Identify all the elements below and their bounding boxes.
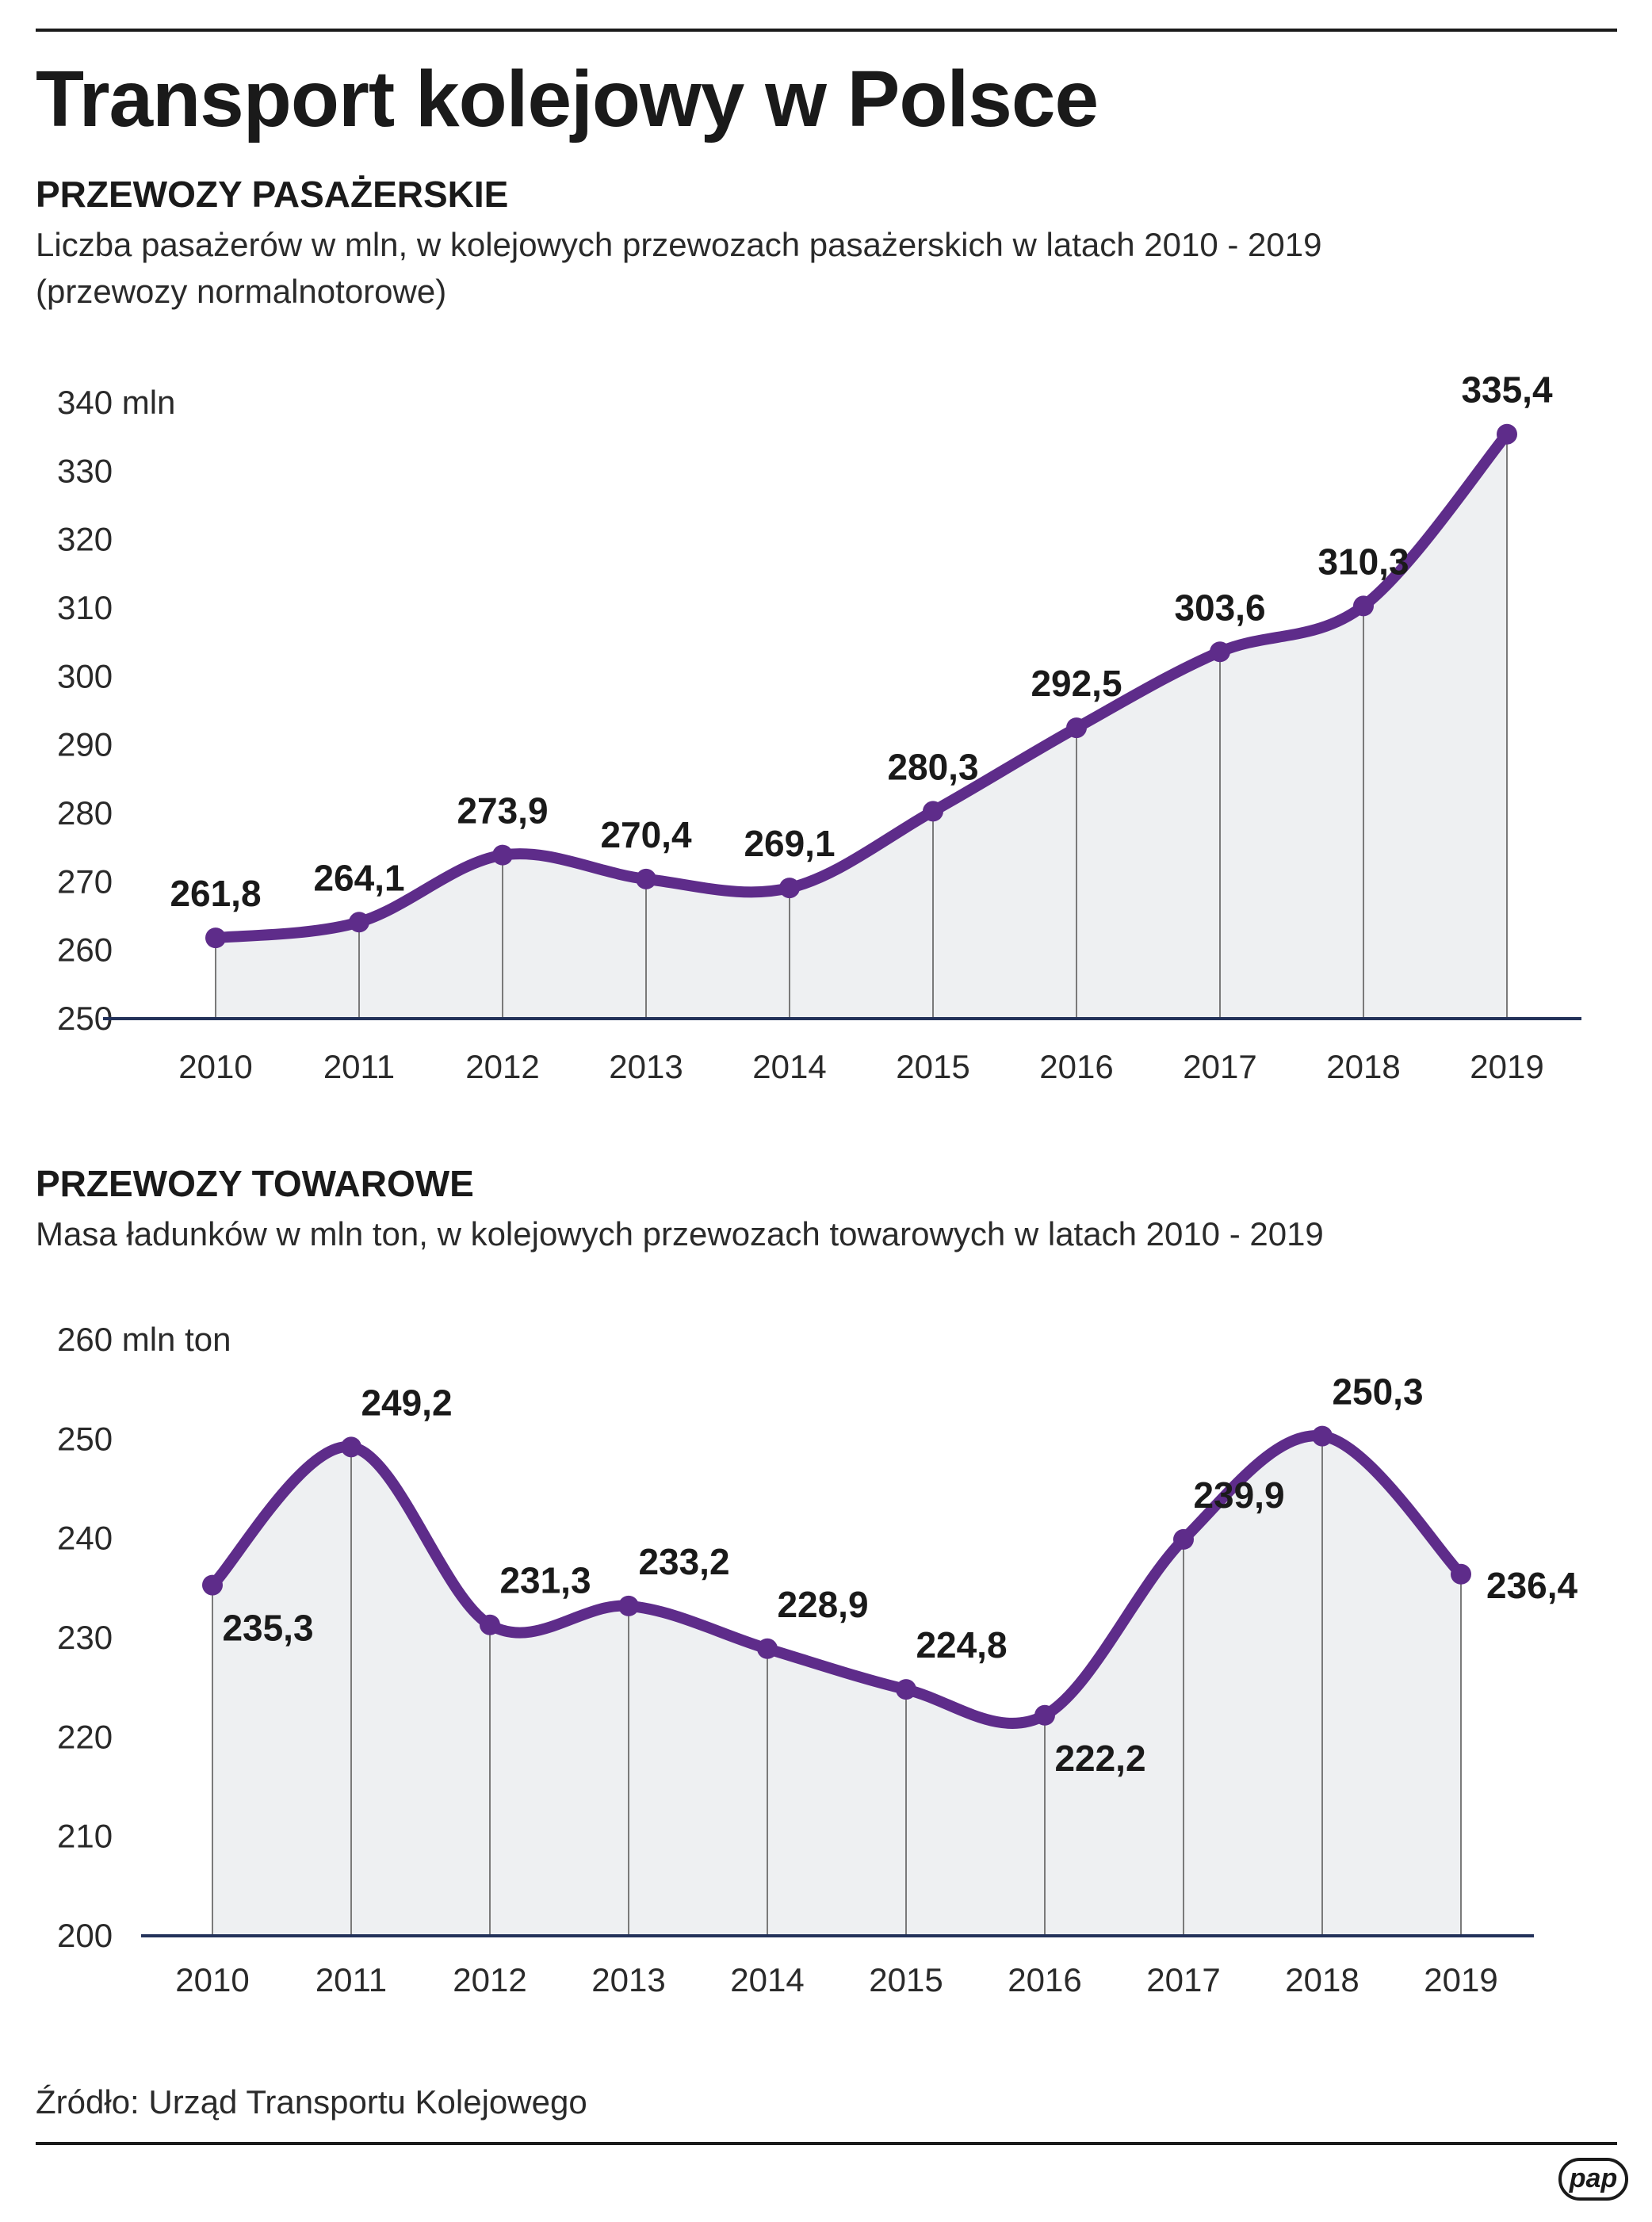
area-fill	[212, 1436, 1461, 1936]
x-tick-label: 2012	[465, 1048, 539, 1085]
data-point-2017	[1210, 641, 1230, 663]
x-tick-label: 2019	[1470, 1048, 1543, 1085]
x-tick-label: 2016	[1039, 1048, 1113, 1085]
data-label: 292,5	[1031, 663, 1122, 704]
freight-section-heading: PRZEWOZY TOWAROWE	[36, 1163, 474, 1204]
x-tick-label: 2019	[1424, 1961, 1497, 1998]
y-tick-label: 220	[57, 1718, 113, 1755]
series-line	[210, 428, 1512, 944]
page-title: Transport kolejowy w Polsce	[36, 55, 1099, 143]
y-tick-label: 260	[57, 931, 113, 969]
data-label: 269,1	[744, 823, 835, 864]
data-point-2010	[205, 927, 226, 949]
freight-line-chart: 200 210 220 230 240 250 260 mln ton 2010 2011 201…	[57, 1321, 1578, 1998]
x-tick-label: 2010	[178, 1048, 252, 1085]
x-tick-label: 2011	[323, 1048, 395, 1085]
x-tick-label: 2013	[609, 1048, 683, 1085]
area-fill	[216, 434, 1507, 1019]
data-point-2011	[341, 1436, 361, 1458]
data-label: 250,3	[1332, 1371, 1423, 1413]
bottom-rule	[36, 2142, 1617, 2145]
data-point-2018	[1353, 595, 1374, 617]
y-tick-label: 270	[57, 862, 113, 900]
x-tick-label: 2015	[896, 1048, 969, 1085]
data-point-2011	[349, 912, 369, 933]
x-tick-label: 2010	[175, 1961, 249, 1998]
data-label: 236,4	[1486, 1565, 1578, 1606]
y-tick-label: 280	[57, 794, 113, 832]
data-label: 224,8	[916, 1624, 1007, 1666]
data-label: 264,1	[313, 857, 404, 898]
freight-subtitle-line1: Masa ładunków w mln ton, w kolejowych pr…	[36, 1215, 1324, 1253]
x-tick-label: 2018	[1326, 1048, 1400, 1085]
y-tick-label: 300	[57, 657, 113, 694]
y-tick-label: 290	[57, 726, 113, 763]
data-point-2015	[923, 801, 943, 822]
source-note: Źródło: Urząd Transportu Kolejowego	[36, 2083, 587, 2121]
data-point-2017	[1173, 1528, 1194, 1550]
data-point-2019	[1451, 1563, 1471, 1585]
data-label: 233,2	[638, 1541, 729, 1582]
series-line	[207, 1430, 1467, 1729]
data-point-2012	[492, 844, 513, 866]
y-tick-label: 310	[57, 589, 113, 626]
data-point-2018	[1312, 1425, 1333, 1447]
pap-logo: pap	[1558, 2158, 1628, 2201]
data-label: 235,3	[222, 1608, 313, 1649]
x-tick-label: 2011	[315, 1961, 387, 1998]
y-tick-label: 200	[57, 1917, 113, 1954]
passenger-subtitle-line1: Liczba pasażerów w mln, w kolejowych prz…	[36, 226, 1322, 263]
passenger-section-heading: PRZEWOZY PASAŻERSKIE	[36, 174, 509, 215]
data-point-2015	[896, 1679, 916, 1700]
data-point-2014	[779, 878, 800, 899]
data-label: 335,4	[1461, 369, 1553, 411]
data-label: 261,8	[170, 873, 261, 914]
data-label: 270,4	[600, 814, 692, 855]
data-point-2016	[1034, 1704, 1055, 1726]
x-tick-label: 2016	[1008, 1961, 1081, 1998]
x-tick-label: 2012	[453, 1961, 526, 1998]
x-tick-label: 2013	[591, 1961, 665, 1998]
data-label: 239,9	[1193, 1474, 1284, 1516]
data-label: 231,3	[499, 1560, 591, 1601]
x-tick-label: 2015	[869, 1961, 943, 1998]
y-tick-label: 320	[57, 521, 113, 558]
data-point-2013	[618, 1595, 639, 1616]
passenger-section-subtitle: Liczba pasażerów w mln, w kolejowych prz…	[36, 222, 1321, 316]
y-tick-label: 210	[57, 1818, 113, 1855]
y-tick-label: 250	[57, 1420, 113, 1457]
y-tick-label: 330	[57, 452, 113, 489]
data-point-2012	[480, 1614, 500, 1635]
data-label: 310,3	[1317, 541, 1409, 582]
y-tick-label: 240	[57, 1520, 113, 1557]
y-tick-label: 260 mln ton	[57, 1321, 231, 1358]
data-point-2013	[636, 868, 656, 889]
top-rule	[36, 29, 1617, 32]
x-tick-label: 2014	[730, 1961, 804, 1998]
data-point-2019	[1497, 423, 1517, 445]
x-tick-label: 2014	[752, 1048, 826, 1085]
data-label: 303,6	[1174, 587, 1265, 628]
data-label: 228,9	[777, 1584, 868, 1625]
x-tick-label: 2018	[1285, 1961, 1359, 1998]
data-point-2016	[1066, 717, 1087, 739]
data-point-2010	[202, 1574, 223, 1596]
data-label: 280,3	[887, 746, 978, 787]
passenger-subtitle-line2: (przewozy normalnotorowe)	[36, 272, 447, 310]
data-point-2014	[757, 1638, 778, 1659]
x-tick-label: 2017	[1146, 1961, 1220, 1998]
data-label: 273,9	[457, 790, 548, 832]
data-label: 249,2	[361, 1382, 452, 1423]
x-tick-label: 2017	[1183, 1048, 1256, 1085]
data-label: 222,2	[1054, 1738, 1145, 1779]
y-tick-label: 230	[57, 1619, 113, 1656]
freight-section-subtitle: Masa ładunków w mln ton, w kolejowych pr…	[36, 1211, 1324, 1258]
y-tick-label: 340 mln	[57, 384, 175, 421]
